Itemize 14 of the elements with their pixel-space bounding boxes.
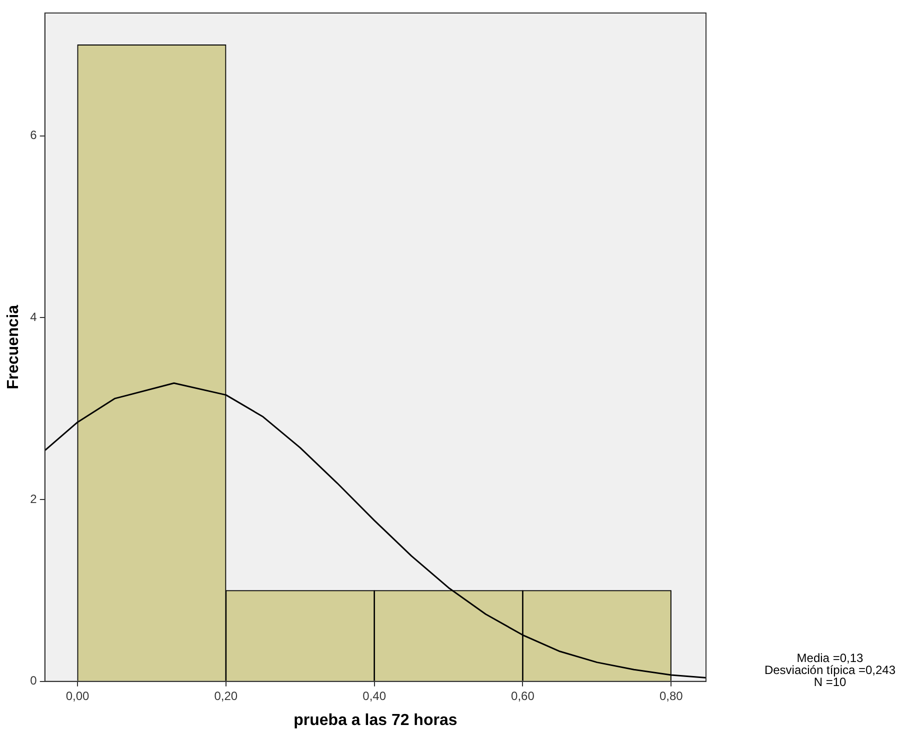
text: Media =0,13 — [796, 651, 864, 665]
x-axis-title: prueba a las 72 horas — [294, 712, 458, 729]
y-axis-title: Frecuencia — [5, 304, 22, 390]
x-tick-label: 0,00 — [66, 688, 90, 703]
text: N =10 — [812, 675, 846, 689]
y-tick-label: 0 — [30, 674, 38, 688]
x-tick-label: 0,20 — [214, 688, 238, 703]
y-tick-label: 6 — [30, 128, 38, 142]
x-tick-label: 0,80 — [659, 688, 684, 703]
x-tick-label: 0,60 — [511, 688, 535, 703]
x-tick-label: 0,40 — [362, 688, 386, 703]
text: Desviación típica =0,243 — [763, 663, 897, 677]
y-tick-label: 4 — [30, 310, 38, 324]
y-tick-label: 2 — [30, 492, 38, 506]
